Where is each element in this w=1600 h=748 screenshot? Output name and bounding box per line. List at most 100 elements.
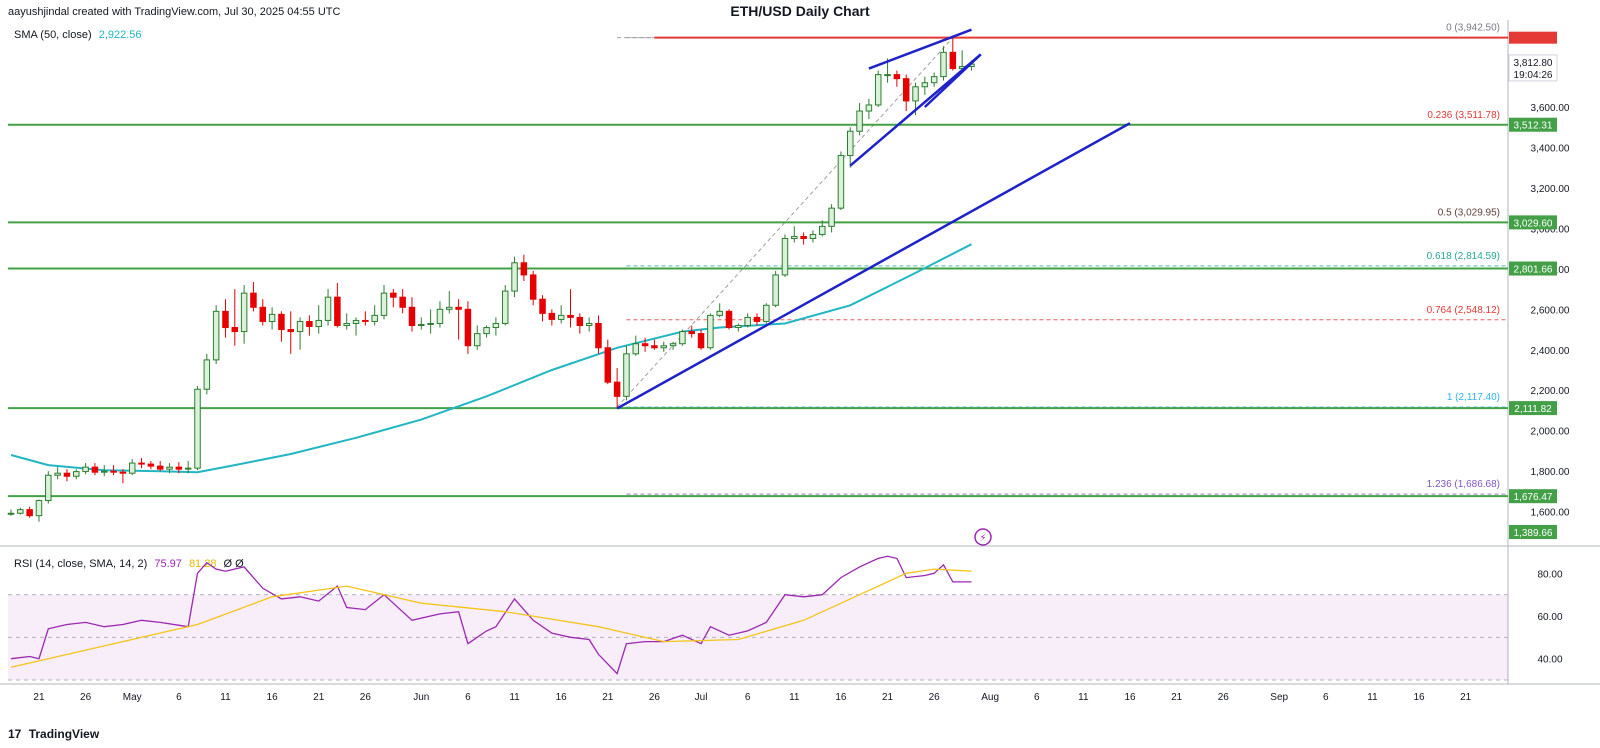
time-tick-label: 26 xyxy=(80,692,92,703)
candle-body xyxy=(35,500,43,517)
lightning-icon xyxy=(974,528,992,546)
support-price-label: 1,676.47 xyxy=(1514,492,1553,503)
tradingview-brand[interactable]: 17 TradingView xyxy=(8,727,99,741)
candle-body xyxy=(278,313,285,331)
candle-body xyxy=(175,466,183,470)
candle-body xyxy=(613,381,621,397)
candle-body xyxy=(735,325,742,329)
support-price-label: 3,512.31 xyxy=(1514,121,1553,132)
time-tick-label: 16 xyxy=(267,692,279,703)
rsi-tick-label: 40.00 xyxy=(1537,655,1562,666)
fib-level-label: 1 (2,117.40) xyxy=(1447,392,1500,403)
candle-body xyxy=(837,155,845,209)
trendline xyxy=(616,122,1131,410)
candle-body xyxy=(893,74,901,80)
rsi-sma-legend-value: 81.28 xyxy=(188,558,217,570)
time-tick-label: 6 xyxy=(465,692,471,703)
time-tick-label: 16 xyxy=(1414,692,1426,703)
support-price-tag xyxy=(1509,117,1557,132)
candle-body xyxy=(707,314,714,349)
candle-body xyxy=(800,235,807,239)
support-price-tag xyxy=(1509,215,1557,230)
fib-level-label: 0 (3,942.50) xyxy=(1446,23,1500,34)
price-tick-label: 1,600.00 xyxy=(1531,508,1570,519)
support-price-tag xyxy=(1509,489,1557,504)
time-tick-label: 11 xyxy=(1078,692,1089,703)
candle-body xyxy=(595,322,602,349)
trendline xyxy=(923,53,982,108)
rsi-line xyxy=(10,555,972,675)
candle-body xyxy=(240,292,248,333)
support-price-label: 2,801.66 xyxy=(1514,265,1553,276)
candle-body xyxy=(641,343,649,347)
time-tick-label: 11 xyxy=(789,692,800,703)
sma-legend[interactable]: SMA (50, close) 2,922.56 xyxy=(14,29,142,41)
candle-body xyxy=(231,327,239,333)
candle-body xyxy=(884,74,891,77)
candle-body xyxy=(902,78,910,102)
candle-body xyxy=(744,316,751,327)
candle-body xyxy=(660,345,667,349)
candle-body xyxy=(874,74,882,106)
candle-body xyxy=(73,471,80,477)
candle-body xyxy=(203,359,211,390)
candle-body xyxy=(483,327,490,335)
candle-body xyxy=(54,472,61,476)
trendline xyxy=(849,53,982,167)
sma-legend-value: 2,922.56 xyxy=(98,29,142,41)
candle-body xyxy=(856,110,863,132)
candle-body xyxy=(865,104,873,112)
price-tick-label: 2,200.00 xyxy=(1531,386,1570,397)
sma-legend-label: SMA (50, close) xyxy=(14,29,92,41)
time-tick-label: Aug xyxy=(981,692,999,703)
candle-body xyxy=(268,313,276,322)
candle-body xyxy=(222,310,229,329)
candle-body xyxy=(147,463,155,467)
candle-body xyxy=(259,306,267,322)
candle-body xyxy=(82,466,89,473)
time-tick-label: 6 xyxy=(176,692,182,703)
candle-body xyxy=(138,462,145,465)
price-tick-label: 2,000.00 xyxy=(1531,427,1570,438)
candle-body xyxy=(679,331,686,345)
time-tick-label: 26 xyxy=(649,692,661,703)
time-tick-label: 26 xyxy=(360,692,372,703)
candle-body xyxy=(725,310,733,329)
candle-body xyxy=(464,308,472,347)
current-price-tag xyxy=(1508,54,1558,82)
time-tick-label: 16 xyxy=(835,692,847,703)
candle-body xyxy=(753,316,761,322)
time-tick-label: 21 xyxy=(882,692,894,703)
candle-body xyxy=(604,347,612,383)
candle-body xyxy=(26,509,33,517)
candle-body xyxy=(697,333,705,349)
time-tick-label: 11 xyxy=(509,692,520,703)
resistance-price-tag xyxy=(1509,31,1557,44)
time-tick-label: 6 xyxy=(1034,692,1040,703)
rsi-sma-line xyxy=(10,568,972,668)
candle-body xyxy=(418,323,425,327)
price-tick-label: 3,200.00 xyxy=(1531,184,1570,195)
candle-body xyxy=(501,290,509,324)
price-tick-label: 1,800.00 xyxy=(1531,467,1570,478)
candle-body xyxy=(446,306,453,310)
rsi-legend[interactable]: RSI (14, close, SMA, 14, 2) 75.97 81.28 … xyxy=(14,558,244,570)
candle-body xyxy=(688,331,695,335)
time-tick-label: Jul xyxy=(695,692,708,703)
candle-body xyxy=(669,343,677,347)
candle-body xyxy=(511,262,518,292)
candle-body xyxy=(63,472,71,477)
candle-body xyxy=(324,296,332,321)
candle-body xyxy=(371,314,378,322)
candle-body xyxy=(455,306,462,310)
candle-body xyxy=(809,233,817,239)
current-price-label: 3,812.80 xyxy=(1514,58,1553,69)
candle-body xyxy=(651,345,658,349)
candle-body xyxy=(436,308,444,324)
candle-body xyxy=(772,274,779,306)
lightning-glyph: ⚡ xyxy=(979,533,986,544)
rsi-legend-value: 75.97 xyxy=(154,558,182,570)
candle-body xyxy=(296,320,304,333)
support-price-label: 3,029.60 xyxy=(1514,218,1553,229)
